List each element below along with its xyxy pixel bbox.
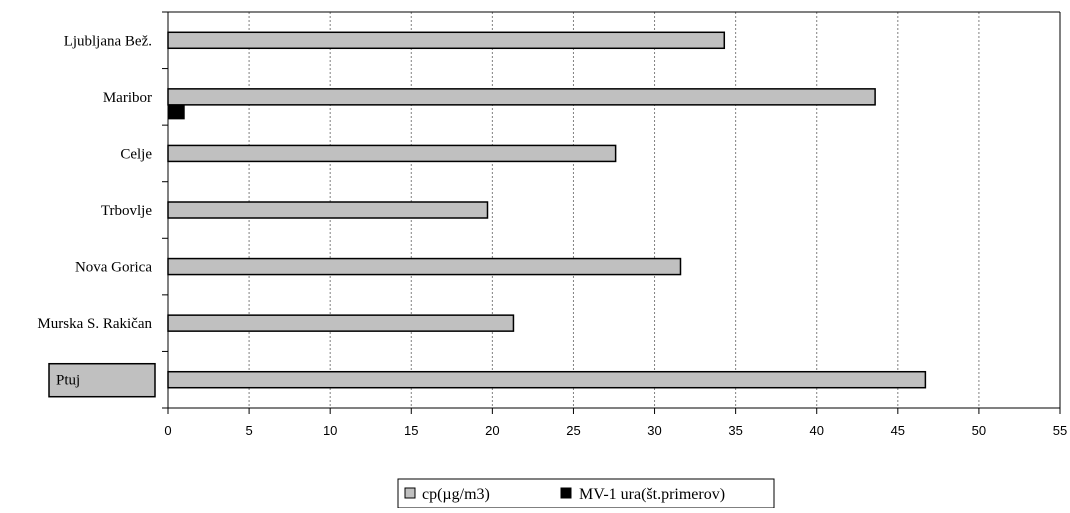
bar-MV-1 ura(št.primerov) <box>167 105 185 120</box>
x-tick-label: 45 <box>891 423 905 438</box>
x-tick-label: 25 <box>566 423 580 438</box>
bar-cp(µg/m3) <box>167 144 617 163</box>
legend-label: MV-1 ura(št.primerov) <box>579 486 725 503</box>
category-label: Celje <box>120 146 152 162</box>
bar-cp(µg/m3) <box>167 201 489 219</box>
legend-box <box>397 478 775 509</box>
legend: cp(µg/m3) MV-1 ura(št.primerov) <box>397 478 775 509</box>
x-tick-label: 20 <box>485 423 499 438</box>
x-tick-label: 40 <box>809 423 823 438</box>
legend-swatch <box>404 487 416 499</box>
x-tick-label: 50 <box>972 423 986 438</box>
x-tick-label: 15 <box>404 423 418 438</box>
x-tick-label: 0 <box>164 423 171 438</box>
x-tick-label: 10 <box>323 423 337 438</box>
x-tick-label: 30 <box>647 423 661 438</box>
bar-cp(µg/m3) <box>167 370 927 389</box>
legend-swatch <box>560 487 572 499</box>
legend-label: cp(µg/m3) <box>422 486 490 503</box>
bar-cp(µg/m3) <box>167 88 876 106</box>
x-tick-label: 5 <box>245 423 252 438</box>
x-tick-label: 55 <box>1053 423 1067 438</box>
category-label: Trbovlje <box>101 203 152 219</box>
category-label: Ptuj <box>56 373 80 389</box>
category-label: Murska S. Rakičan <box>37 316 152 332</box>
category-label: Ljubljana Bež. <box>64 33 152 49</box>
highlight-label-box <box>48 362 156 398</box>
bar-cp(µg/m3) <box>167 257 682 276</box>
labels: Ljubljana Bež. Maribor Celje Trbovlje Nova G… <box>37 33 156 398</box>
grid <box>248 12 980 408</box>
bar-cp(µg/m3) <box>167 31 726 50</box>
axes: 0 5 10 15 20 25 30 35 40 45 50 55 <box>162 11 1067 438</box>
category-label: Maribor <box>103 90 152 106</box>
bars <box>167 31 927 389</box>
x-tick-label: 35 <box>728 423 742 438</box>
bar-cp(µg/m3) <box>167 314 515 332</box>
category-label: Nova Gorica <box>75 260 152 276</box>
